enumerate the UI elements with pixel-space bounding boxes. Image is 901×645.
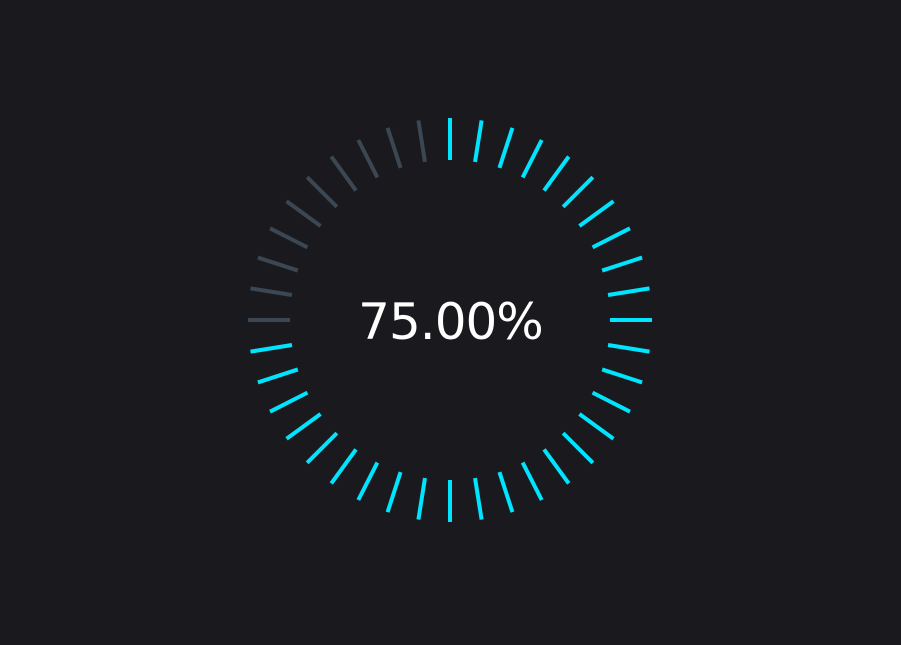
gauge-tick-inactive bbox=[257, 255, 299, 273]
gauge-tick-active bbox=[601, 367, 643, 385]
gauge-tick-active bbox=[257, 367, 299, 385]
gauge-tick-active bbox=[607, 286, 650, 297]
gauge-tick-inactive bbox=[285, 199, 322, 228]
gauge-tick-active bbox=[591, 226, 631, 250]
gauge-tick-inactive bbox=[329, 155, 358, 192]
gauge-tick-active bbox=[473, 120, 484, 163]
gauge-tick-active bbox=[329, 448, 358, 485]
gauge-value-label: 75.00% bbox=[358, 293, 544, 351]
gauge-tick-active bbox=[497, 471, 515, 513]
gauge-tick-active bbox=[601, 255, 643, 273]
gauge-tick-active bbox=[578, 199, 615, 228]
gauge-tick-active bbox=[250, 343, 293, 354]
gauge-tick-active bbox=[416, 477, 427, 520]
gauge-tick-active bbox=[561, 175, 595, 209]
gauge-tick-active bbox=[561, 431, 595, 465]
gauge-tick-active bbox=[578, 412, 615, 441]
gauge-tick-inactive bbox=[305, 175, 339, 209]
gauge-tick-active bbox=[356, 461, 380, 501]
gauge-tick-inactive bbox=[385, 127, 403, 169]
gauge-tick-active bbox=[305, 431, 339, 465]
gauge-tick-inactive bbox=[250, 286, 293, 297]
gauge-tick-inactive bbox=[356, 139, 380, 179]
gauge-tick-active bbox=[542, 155, 571, 192]
gauge-tick-active bbox=[285, 412, 322, 441]
gauge-tick-active bbox=[542, 448, 571, 485]
gauge-tick-active bbox=[520, 139, 544, 179]
gauge-tick-active bbox=[269, 390, 309, 414]
gauge-tick-active bbox=[385, 471, 403, 513]
gauge-tick-active bbox=[591, 390, 631, 414]
gauge-tick-active bbox=[473, 477, 484, 520]
gauge-tick-active bbox=[497, 127, 515, 169]
gauge-tick-inactive bbox=[269, 226, 309, 250]
gauge-tick-active bbox=[607, 343, 650, 354]
gauge-tick-active bbox=[520, 461, 544, 501]
gauge-tick-inactive bbox=[416, 120, 427, 163]
